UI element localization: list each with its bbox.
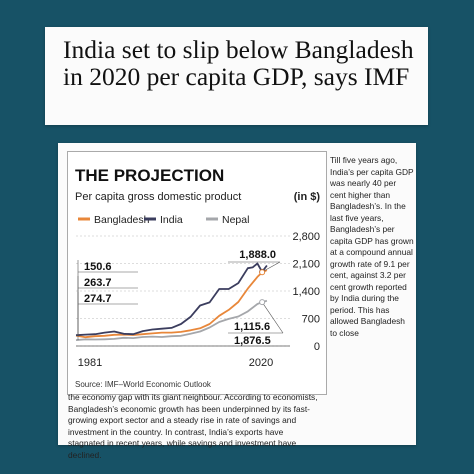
annotation-label: 1,876.5: [234, 335, 271, 347]
annotation-leader: [261, 302, 284, 334]
annotation-label: 274.7: [84, 293, 112, 305]
article-card: THE PROJECTION Per capita gross domestic…: [58, 143, 416, 460]
y-tick-label: 0: [314, 341, 320, 353]
bottom-text-content: the economy gap with its giant neighbour…: [68, 392, 318, 460]
annotation-label: 1,115.6: [234, 321, 270, 333]
series-line-nepal: [75, 299, 268, 341]
y-tick-label: 1,400: [292, 286, 320, 298]
annotation-label: 263.7: [84, 277, 112, 289]
series-layer: [75, 262, 268, 341]
legend: Bangladesh India Nepal: [78, 214, 249, 226]
y-tick-label: 2,100: [292, 259, 320, 271]
series-line-india: [75, 262, 268, 337]
legend-label: Bangladesh: [94, 214, 150, 226]
annotation-label: 150.6: [84, 261, 112, 273]
data-point-bangladesh-2020: [259, 269, 266, 276]
y-tick-label: 2,800: [292, 231, 320, 243]
headline-card: India set to slip below Bangladesh in 20…: [45, 27, 428, 125]
annotations: 150.6 263.7 274.7 1,888.0 1,115.6 1,876.5: [77, 249, 284, 347]
annotation-label: 1,888.0: [239, 249, 276, 261]
chart-subtitle: Per capita gross domestic product: [75, 191, 241, 203]
side-text: Till five years ago, India’s per capita …: [330, 155, 414, 338]
data-point-nepal-2020: [259, 299, 266, 306]
x-tick-label: 2020: [249, 357, 273, 369]
annotation-leader: [261, 261, 281, 273]
bottom-text: the economy gap with its giant neighbour…: [68, 392, 408, 461]
y-axis: 0 700 1,400 2,100 2,800: [292, 231, 320, 353]
chart-svg: THE PROJECTION Per capita gross domestic…: [75, 166, 321, 389]
chart-source: Source: IMF–World Economic Outlook: [75, 380, 212, 389]
x-axis: 1981 2020: [76, 345, 290, 369]
chart-box: THE PROJECTION Per capita gross domestic…: [67, 151, 327, 395]
legend-label: India: [160, 214, 183, 226]
legend-label: Nepal: [222, 214, 249, 226]
chart-unit: (in $): [294, 191, 321, 203]
y-tick-label: 700: [302, 314, 320, 326]
series-line-bangladesh: [75, 269, 268, 339]
x-tick-label: 1981: [78, 357, 102, 369]
headline: India set to slip below Bangladesh in 20…: [63, 35, 414, 91]
chart-title: THE PROJECTION: [75, 166, 224, 185]
